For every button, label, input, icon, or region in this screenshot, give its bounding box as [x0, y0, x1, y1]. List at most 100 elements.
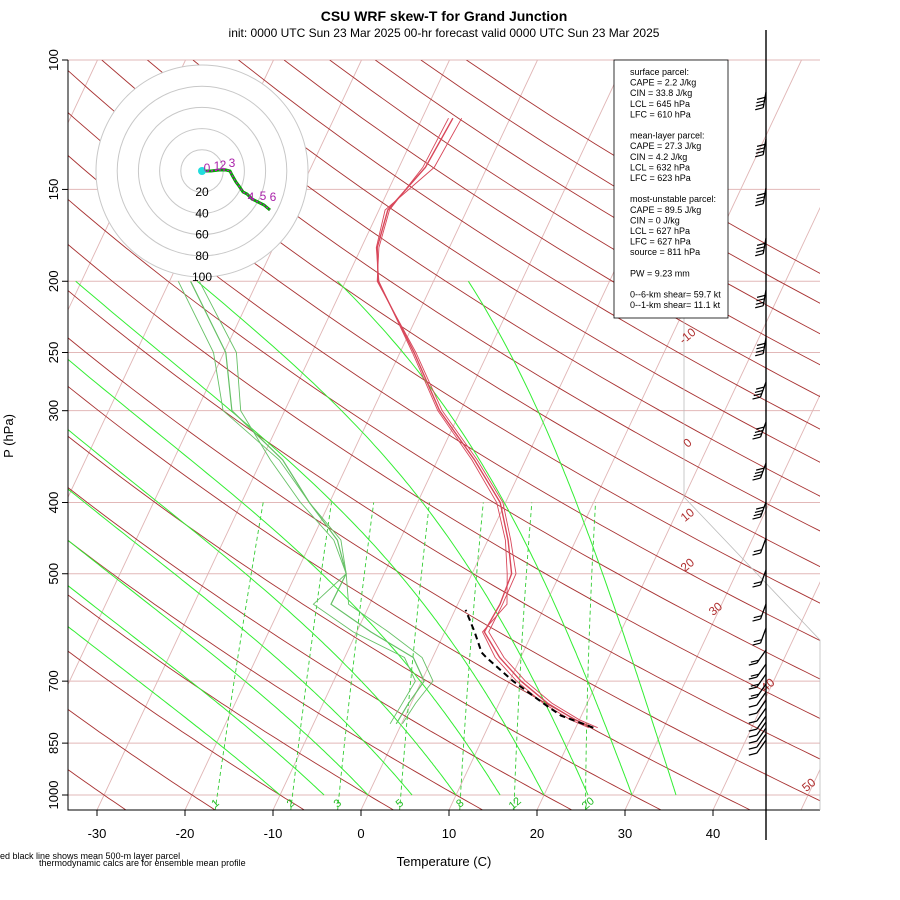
- wind-barbs: [748, 30, 767, 840]
- wind-barb: [755, 237, 767, 257]
- wind-barb-flag: [748, 662, 757, 666]
- hodograph-height-label: 0: [204, 161, 211, 175]
- x-tick-label: 10: [442, 826, 456, 841]
- legend-line: LCL = 627 hPa: [630, 226, 690, 236]
- mixing-ratio-line: [513, 502, 533, 810]
- wind-barb-flag: [748, 752, 757, 756]
- y-tick-label: 300: [46, 400, 61, 422]
- temperature-profile-member: [375, 117, 590, 729]
- wind-barb-staff: [756, 715, 767, 730]
- y-tick-label: 250: [46, 342, 61, 364]
- wind-barb: [748, 715, 767, 732]
- wind-barb: [752, 462, 767, 481]
- wind-barb-flag: [755, 199, 764, 203]
- wind-barb-flag: [754, 429, 764, 434]
- wind-barb-flag: [748, 734, 757, 738]
- dry-adiabat: [101, 60, 820, 532]
- legend-line: source = 811 hPa: [630, 247, 700, 257]
- wind-barb: [752, 603, 767, 622]
- legend-line: most-unstable parcel:: [630, 194, 716, 204]
- isotherm: [624, 394, 820, 810]
- wind-barb-staff: [756, 733, 767, 748]
- hodograph-ring-label: 80: [195, 249, 209, 263]
- x-tick-label: 20: [530, 826, 544, 841]
- hodograph-ring-label: 100: [192, 270, 212, 284]
- dry-adiabat: [192, 60, 820, 463]
- dry-adiabat: [68, 289, 820, 760]
- legend-line: surface parcel:: [630, 67, 689, 77]
- dry-adiabat: [68, 154, 820, 642]
- mixing-ratio-lines: [214, 502, 596, 810]
- moist-adiabat: [68, 488, 413, 796]
- hodograph-height-label: 2: [220, 158, 227, 172]
- legend-line: mean-layer parcel:: [630, 131, 705, 141]
- isotherm: [96, 60, 450, 810]
- wind-barb-flag: [755, 386, 765, 390]
- x-axis-label: Temperature (C): [397, 854, 492, 869]
- wind-barb-flag: [750, 693, 759, 697]
- wind-barb: [748, 707, 767, 724]
- wind-barb: [748, 721, 767, 738]
- wind-barb-flag: [756, 196, 765, 200]
- hodograph-height-label: 5: [260, 189, 267, 203]
- y-tick-label: 1000: [46, 781, 61, 810]
- wind-barb-staff: [759, 627, 767, 644]
- wind-barb-flag: [755, 426, 765, 430]
- moist-adiabat: [68, 539, 369, 796]
- dry-adiabat: [68, 385, 752, 810]
- wind-barb-flag: [755, 301, 764, 305]
- y-tick-label: 400: [46, 492, 61, 514]
- y-tick-label: 700: [46, 670, 61, 692]
- wind-barb-staff: [759, 501, 767, 518]
- isotherm: [448, 60, 802, 810]
- wind-barb-flag: [752, 642, 761, 646]
- wind-barb-flag: [755, 107, 764, 111]
- wind-barb-flag: [756, 100, 765, 104]
- wind-barb-flag: [756, 346, 765, 350]
- hodograph-ring: [137, 106, 267, 236]
- wind-barb-flag: [753, 433, 762, 437]
- wind-barb: [755, 289, 767, 309]
- wind-barb-flag: [750, 659, 759, 663]
- wind-barb-flag: [748, 696, 757, 700]
- hodograph-height-label: 1: [214, 159, 221, 173]
- wind-barb-staff: [759, 381, 767, 398]
- hodograph-height-label: 6: [270, 190, 277, 204]
- dry-adiabat: [68, 486, 573, 810]
- wind-barb-flag: [755, 150, 764, 154]
- wind-barb-staff: [762, 138, 767, 155]
- wind-barb-flag: [748, 728, 757, 732]
- wind-barb-flag: [755, 506, 765, 510]
- x-tick-label: 0: [357, 826, 364, 841]
- hodograph-height-label: 4: [248, 190, 255, 204]
- wind-barb-staff: [759, 537, 767, 554]
- moist-adiabat: [68, 585, 325, 796]
- wind-barb-flag: [752, 477, 761, 481]
- mixing-ratio-line: [585, 502, 596, 810]
- dry-adiabat: [68, 708, 216, 810]
- note-mean-parcel: ed black line shows mean 500-m layer par…: [0, 851, 180, 861]
- dry-adiabats: [68, 60, 820, 810]
- wind-barb: [755, 91, 767, 111]
- wind-barb: [748, 739, 767, 756]
- wind-barb-flag: [748, 686, 757, 690]
- wind-barb-flag: [755, 353, 764, 357]
- isotherm: [712, 581, 820, 810]
- wind-barb-staff: [759, 421, 767, 438]
- mixing-ratio-label: 2: [285, 797, 297, 810]
- wind-barb: [752, 569, 767, 588]
- wind-barb: [748, 733, 767, 750]
- legend-line: CAPE = 89.5 J/kg: [630, 205, 701, 215]
- wind-barb-flag: [755, 305, 764, 309]
- wind-barb-flag: [748, 746, 757, 750]
- dewpoint-profile-member: [199, 281, 416, 725]
- wind-barb-staff: [756, 707, 767, 722]
- hodograph-trace-members: [203, 169, 271, 211]
- wind-barb-flag: [756, 143, 766, 147]
- wind-barb-staff: [762, 91, 767, 108]
- mixing-ratio-label: 5: [394, 797, 406, 810]
- wind-barb-staff: [756, 727, 767, 742]
- wind-barb-staff: [762, 289, 767, 306]
